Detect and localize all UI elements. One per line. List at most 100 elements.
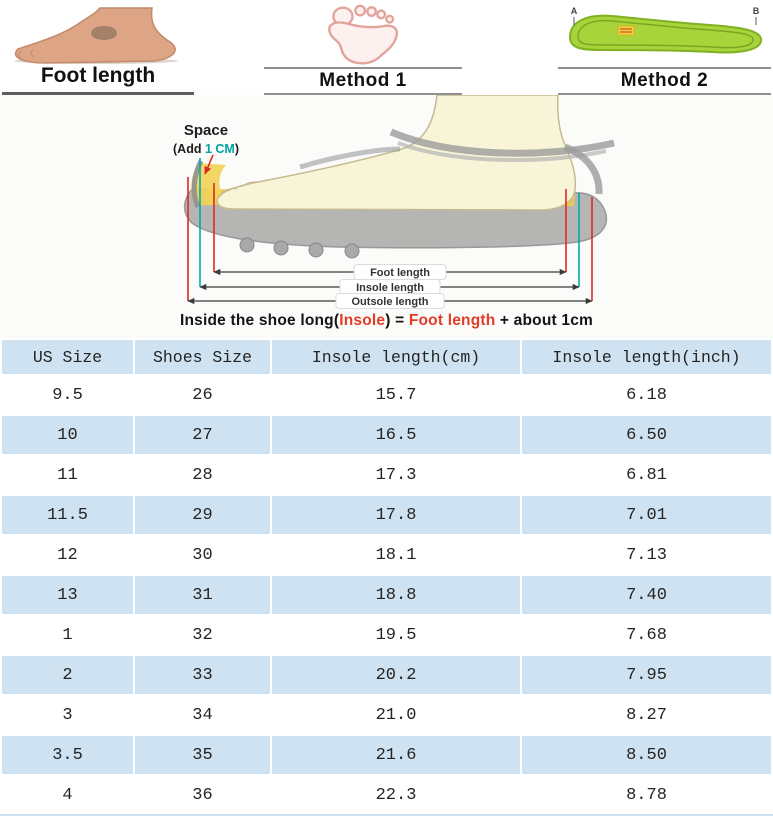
shoe-diagram-svg: Space (Add 1 CM) Foot length Insole leng…: [173, 95, 615, 309]
table-row: 11.5 29 17.8 7.01: [2, 496, 771, 534]
table-cell: 7.13: [522, 536, 771, 574]
table-cell: 16.5: [272, 416, 520, 454]
table-cell: 3.5: [2, 736, 133, 774]
col-header-us-size: US Size: [2, 340, 133, 374]
table-cell: 34: [135, 696, 270, 734]
table-cell: 13: [2, 576, 133, 614]
footprint-shape: [328, 4, 399, 65]
ankle-mark: [91, 26, 117, 40]
col-header-insole-inch: Insole length(inch): [522, 340, 771, 374]
method1-caption-box: Method 1: [264, 67, 462, 95]
method2-caption: Method 2: [620, 70, 709, 91]
foot-photo-panel: Foot length: [2, 2, 194, 95]
col-header-insole-cm: Insole length(cm): [272, 340, 520, 374]
table-row: 11 28 17.3 6.81: [2, 456, 771, 494]
insole-end-a-label: A: [570, 6, 577, 16]
table-cell: 9.5: [2, 376, 133, 414]
measure-guide-lines: [187, 154, 593, 301]
table-row: 4 36 22.3 8.78: [2, 776, 771, 814]
insole-logo: [617, 25, 634, 36]
table-row: 9.5 26 15.7 6.18: [2, 376, 771, 414]
table-cell: 29: [135, 496, 270, 534]
outsole-length-bubble: [335, 293, 445, 309]
table-cell: 32: [135, 616, 270, 654]
table-row: 3 34 21.0 8.27: [2, 696, 771, 734]
table-cell: 21.0: [272, 696, 520, 734]
method1-caption: Method 1: [319, 70, 407, 91]
table-cell: 10: [2, 416, 133, 454]
formula-part1: Inside the shoe long(: [179, 312, 340, 329]
shoe-upper-lines: [191, 128, 615, 209]
table-cell: 19.5: [272, 616, 520, 654]
table-cell: 26: [135, 376, 270, 414]
table-cell: 21.6: [272, 736, 520, 774]
add-1cm-label: (Add 1 CM): [173, 142, 239, 156]
foot-photo: [14, 7, 178, 64]
shoe-measure-diagram: Space (Add 1 CM) Foot length Insole leng…: [0, 95, 773, 338]
space-pointer-arrow: [204, 154, 214, 175]
table-cell: 22.3: [272, 776, 520, 814]
table-cell: 15.7: [272, 376, 520, 414]
table-cell: 7.95: [522, 656, 771, 694]
table-cell: 8.50: [522, 736, 771, 774]
table-cell: 11: [2, 456, 133, 494]
table-cell: 18.1: [272, 536, 520, 574]
table-cell: 35: [135, 736, 270, 774]
table-cell: 7.01: [522, 496, 771, 534]
formula-part3: + about 1cm: [495, 312, 594, 329]
formula-foot-word: Foot length: [408, 312, 496, 329]
table-cell: 36: [135, 776, 270, 814]
table-cell: 2: [2, 656, 133, 694]
table-cell: 17.8: [272, 496, 520, 534]
table-cell: 12: [2, 536, 133, 574]
table-cell: 33: [135, 656, 270, 694]
table-row: 10 27 16.5 6.50: [2, 416, 771, 454]
insole-formula: Inside the shoe long(Insole) = Foot leng…: [0, 312, 773, 330]
col-header-shoes-size: Shoes Size: [135, 340, 270, 374]
add-prefix: (Add: [173, 142, 205, 156]
table-cell: 7.68: [522, 616, 771, 654]
formula-insole-word: Insole: [339, 312, 386, 329]
size-table: US Size Shoes Size Insole length(cm) Ins…: [0, 338, 773, 816]
outsole-length-measure-label: Outsole length: [352, 296, 429, 308]
table-cell: 27: [135, 416, 270, 454]
table-row: 1 32 19.5 7.68: [2, 616, 771, 654]
insole-shape: [568, 14, 762, 54]
table-header-row: US Size Shoes Size Insole length(cm) Ins…: [2, 340, 771, 374]
table-cell: 11.5: [2, 496, 133, 534]
insole-logo-lines: [619, 28, 632, 33]
add-highlight: 1 CM: [205, 142, 235, 156]
table-cell: 7.40: [522, 576, 771, 614]
table-cell: 4: [2, 776, 133, 814]
insole-illustration: A B: [568, 6, 762, 54]
insole-length-measure-label: Insole length: [356, 282, 424, 294]
table-row: 13 31 18.8 7.40: [2, 576, 771, 614]
foot-length-measure-label: Foot length: [370, 267, 430, 279]
table-next-row-partial: [0, 814, 773, 816]
table-cell: 31: [135, 576, 270, 614]
method1-panel: Method 1: [264, 2, 462, 95]
measure-methods-header: Foot length Method 1: [0, 0, 773, 95]
table-cell: 8.78: [522, 776, 771, 814]
insole-inner-line: [576, 19, 754, 49]
tread-bumps: [239, 237, 360, 259]
method2-caption-box: Method 2: [558, 67, 771, 95]
table-cell: 6.81: [522, 456, 771, 494]
table-cell: 6.18: [522, 376, 771, 414]
table-row: 2 33 20.2 7.95: [2, 656, 771, 694]
table-cell: 17.3: [272, 456, 520, 494]
size-table-body: 9.5 26 15.7 6.18 10 27 16.5 6.50 11 28 17.3 6.81 11.…: [2, 376, 771, 814]
toes-detail: [18, 48, 35, 60]
table-cell: 8.27: [522, 696, 771, 734]
table-cell: 6.50: [522, 416, 771, 454]
table-cell: 1: [2, 616, 133, 654]
footprint-illustration: [328, 4, 399, 65]
table-cell: 28: [135, 456, 270, 494]
foot-length-caption: Foot length: [2, 64, 194, 95]
table-row: 3.5 35 21.6 8.50: [2, 736, 771, 774]
measurement-arrows: Foot length Insole length Outsole length: [187, 264, 593, 309]
add-suffix: ): [235, 142, 239, 156]
table-cell: 3: [2, 696, 133, 734]
table-cell: 30: [135, 536, 270, 574]
